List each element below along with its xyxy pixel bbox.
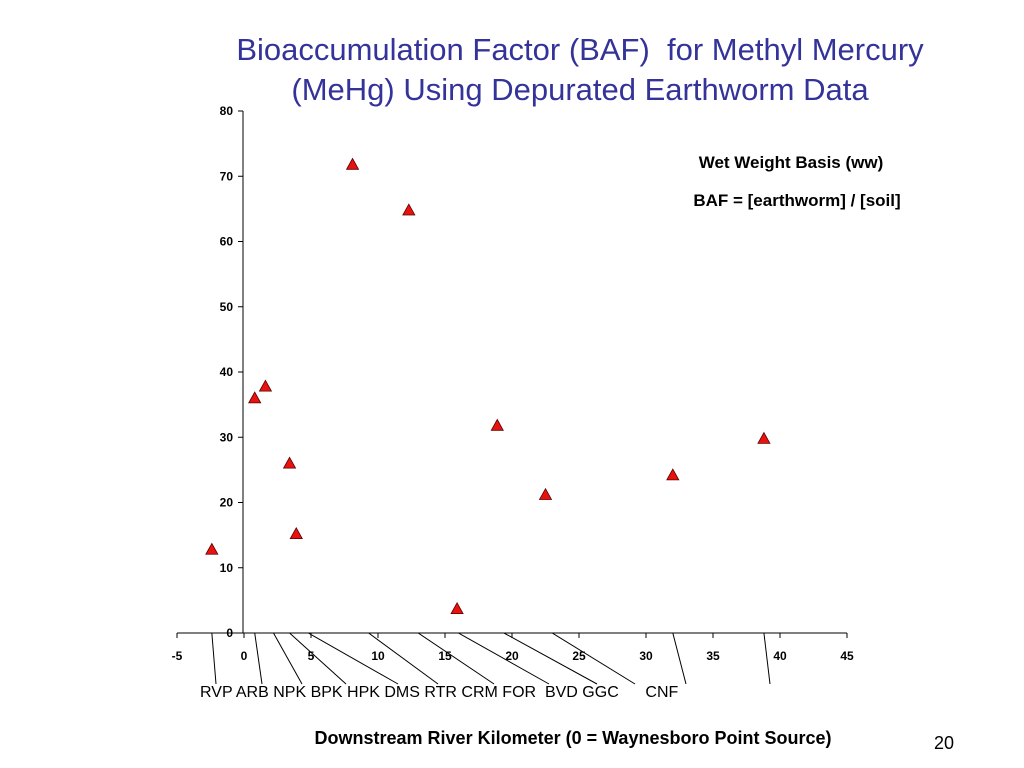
data-point [345, 157, 360, 170]
x-tick-label: 30 [639, 649, 653, 663]
x-tick-label: 35 [706, 649, 720, 663]
leader-line-cnf [763, 632, 771, 685]
y-tick-label: 20 [220, 496, 234, 510]
x-tick-label: -5 [172, 649, 183, 663]
y-tick-label: 80 [220, 104, 234, 118]
data-point [450, 602, 464, 615]
y-tick-label: 70 [220, 169, 234, 183]
y-tick-label: 10 [220, 561, 234, 575]
x-tick-label: 25 [572, 649, 586, 663]
leader-line-rtr [417, 632, 495, 685]
data-point [402, 203, 416, 216]
data-point [258, 379, 273, 392]
site-labels: RVP ARB NPK BPK HPK DMS RTR CRM FOR BVD … [200, 684, 679, 701]
leader-line-rvp [211, 632, 217, 685]
x-tick-label: 20 [505, 649, 519, 663]
x-tick-label: 0 [241, 649, 248, 663]
leader-line-bpk [289, 632, 347, 685]
leader-line-dms [368, 632, 439, 685]
leader-line-hpk [308, 632, 399, 685]
page-number: 20 [934, 733, 955, 753]
data-point [490, 418, 504, 431]
data-point [757, 431, 771, 444]
y-tick-label: 50 [220, 300, 234, 314]
x-tick-label: 5 [308, 649, 315, 663]
data-point [289, 526, 303, 540]
leader-line-crm [458, 632, 550, 685]
y-tick-label: 30 [220, 430, 234, 444]
leader-line-npk [273, 632, 303, 685]
x-tick-label: 10 [371, 649, 385, 663]
x-tick-label: 40 [773, 649, 787, 663]
leader-line-for [503, 632, 598, 685]
annotation-formula: BAF = [earthworm] / [soil] [693, 191, 900, 210]
slide-title: Bioaccumulation Factor (BAF) for Methyl … [170, 30, 990, 110]
y-tick-label: 0 [226, 626, 233, 640]
leader-line-arb [254, 632, 263, 685]
leader-line-ggc [672, 632, 687, 685]
data-point [538, 487, 553, 500]
site-leader-lines [211, 632, 771, 685]
data-points [205, 157, 771, 615]
data-point [666, 468, 680, 481]
leader-line-bvd [551, 632, 636, 685]
data-point [248, 391, 262, 404]
x-tick-label: 45 [840, 649, 854, 663]
y-tick-label: 60 [220, 235, 234, 249]
y-tick-label: 40 [220, 365, 234, 379]
data-point [205, 542, 219, 555]
title-line-2: (MeHg) Using Depurated Earthworm Data [291, 72, 869, 107]
annotation-basis: Wet Weight Basis (ww) [699, 153, 884, 172]
x-axis-label: Downstream River Kilometer (0 = Waynesbo… [315, 728, 832, 748]
axes [176, 110, 848, 638]
x-tick-label: 15 [438, 649, 452, 663]
data-point [282, 456, 297, 469]
tick-labels: -5 0 5 10 15 20 25 30 35 40 45 0 10 20 30 40 50 60 70 80 [172, 104, 854, 663]
title-line-1: Bioaccumulation Factor (BAF) for Methyl … [236, 32, 924, 67]
